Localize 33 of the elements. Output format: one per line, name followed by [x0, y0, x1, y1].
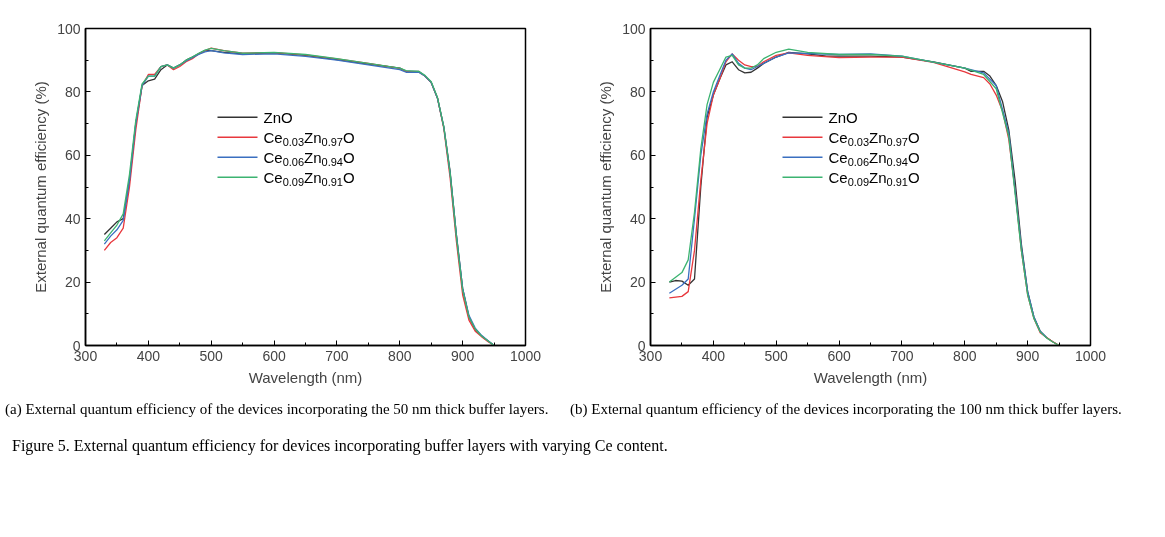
- y-axis-title: External quantum efficiency (%): [597, 81, 615, 293]
- y-tick-label: 40: [64, 210, 81, 227]
- y-tick-label: 20: [629, 274, 646, 291]
- legend-label: ZnO: [263, 108, 293, 126]
- x-tick-label: 800: [388, 347, 412, 364]
- text: (b) External quantum efficiency of the devices incorporating the 100 nm thick buffer layers.: [570, 400, 1122, 419]
- x-tick-label: 500: [764, 347, 789, 364]
- x-tick-label: 900: [450, 347, 475, 364]
- x-tick-label: 400: [136, 347, 161, 364]
- y-tick-label: 100: [622, 20, 646, 37]
- legend-label: ZnO: [828, 108, 858, 126]
- x-tick-label: 800: [953, 347, 977, 364]
- x-tick-label: 600: [262, 347, 286, 364]
- x-tick-label: 600: [827, 347, 851, 364]
- y-tick-label: 100: [57, 20, 81, 37]
- x-axis-title: Wavelength (nm): [248, 368, 363, 386]
- x-tick-label: 900: [1015, 347, 1040, 364]
- x-tick-label: 500: [199, 347, 224, 364]
- x-tick-label: 700: [325, 347, 349, 364]
- x-tick-label: 400: [701, 347, 726, 364]
- text: (a) External quantum efficiency of the devices incorporating the 50 nm thick buffer layers.: [5, 400, 549, 419]
- caption: Figure 5. External quantum efficiency for devices incorporating buffer layers with varying Ce content.: [12, 435, 668, 457]
- y-tick-label: 20: [64, 274, 81, 291]
- x-tick-label: 1000: [509, 347, 542, 364]
- x-tick-label: 700: [890, 347, 914, 364]
- y-tick-label: 80: [64, 83, 81, 100]
- y-tick-label: 60: [64, 147, 81, 164]
- y-axis-title: External quantum efficiency (%): [32, 81, 50, 293]
- x-tick-label: 1000: [1074, 347, 1107, 364]
- y-tick-label: 40: [629, 210, 646, 227]
- y-tick-label: 60: [629, 147, 646, 164]
- y-tick-label: 80: [629, 83, 646, 100]
- x-axis-title: Wavelength (nm): [813, 368, 928, 386]
